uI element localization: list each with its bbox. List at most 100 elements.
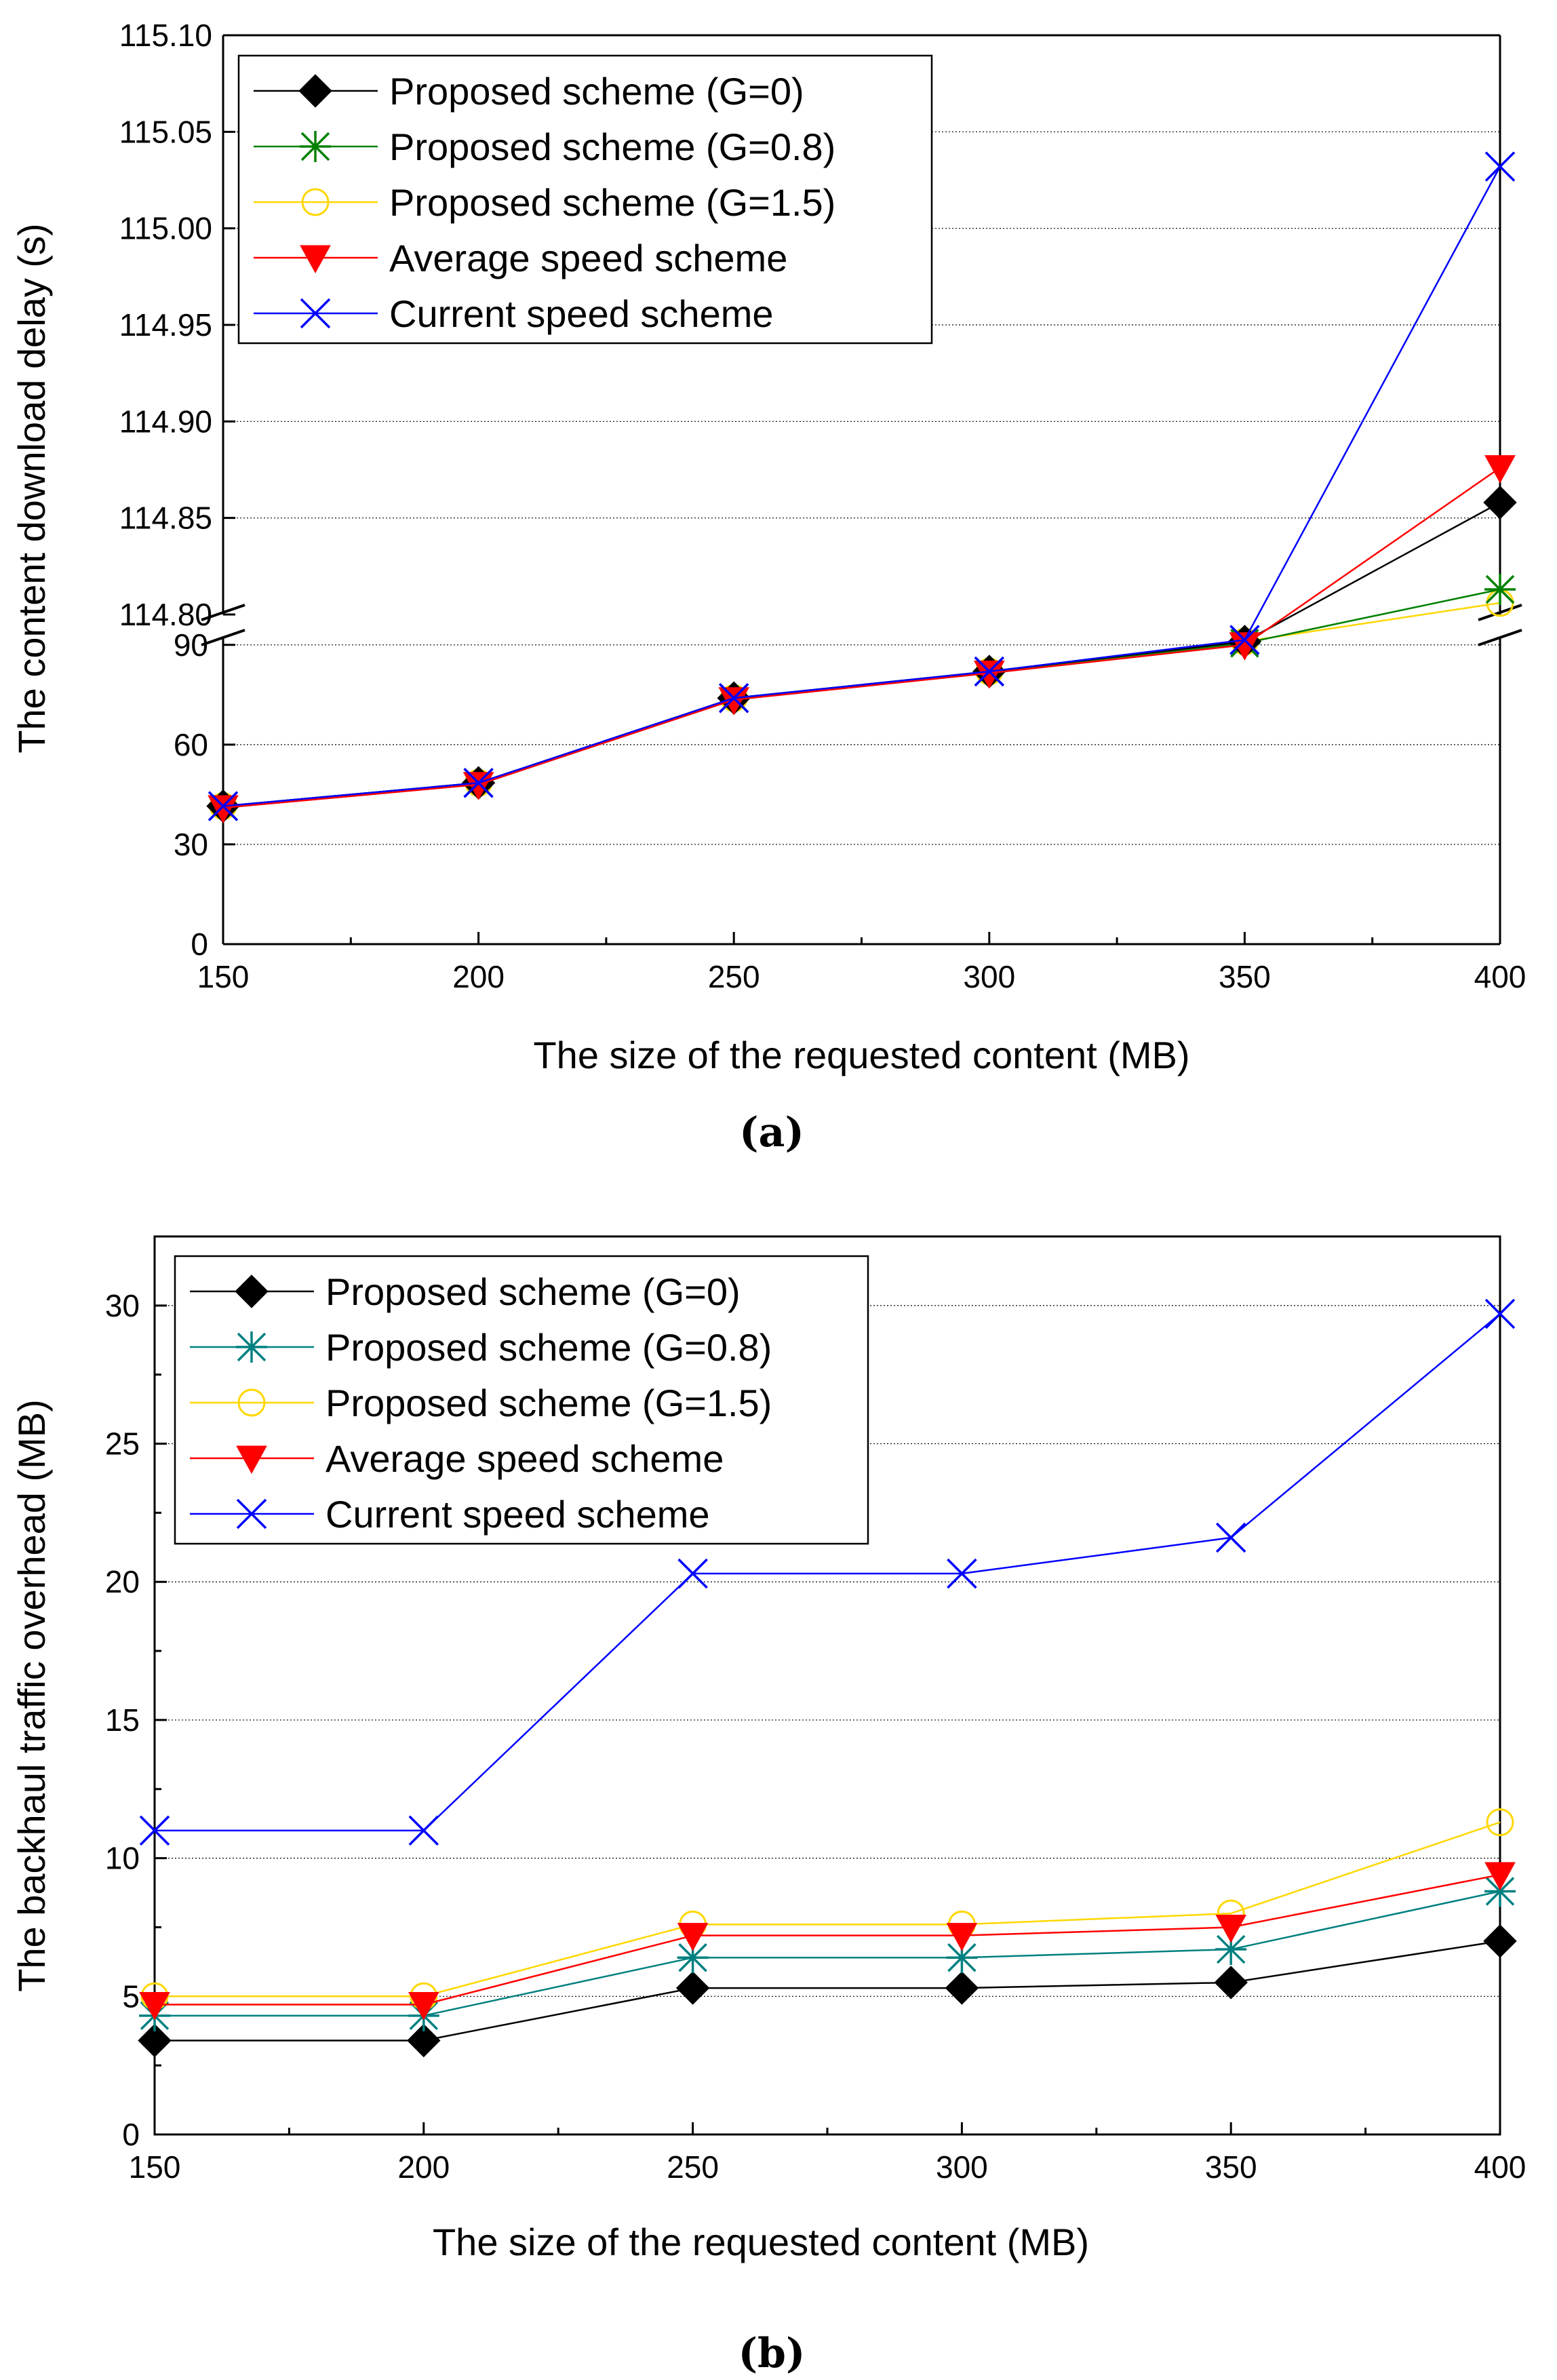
legend-label-average-speed: Average speed scheme (389, 237, 787, 279)
b-point-average-speed (677, 1923, 709, 1951)
legend-marker-current-speed (300, 298, 331, 329)
a-y-tick-label: 115.05 (119, 114, 212, 149)
b-x-axis-title: The size of the requested content (MB) (433, 2221, 1089, 2263)
chart-b: 0 5 10 15 20 25 30 150 200 250 300 350 400 The size o… (10, 1235, 1526, 2263)
a-series-line-proposed-g0 (222, 501, 1501, 807)
legend-marker-average-speed (300, 245, 331, 274)
legend-label-proposed-g0: Proposed scheme (G=0) (389, 70, 804, 113)
b-point-proposed-g0 (945, 1971, 979, 2005)
b-point-current-speed (677, 1558, 708, 1589)
b-x-tick-label: 200 (397, 2149, 450, 2185)
b-series-line-proposed-g15 (155, 1821, 1501, 1997)
legend-marker-proposed-g0 (235, 1274, 269, 1308)
b-point-proposed-g0 (1214, 1966, 1248, 1999)
b-point-average-speed (1215, 1914, 1247, 1943)
b-y-tick-label: 10 (105, 1841, 140, 1876)
b-y-tick-label: 0 (122, 2117, 140, 2152)
a-point-average-speed (462, 772, 494, 800)
legend-marker-proposed-g15 (237, 1388, 266, 1417)
a-point-current-speed (974, 656, 1005, 687)
b-point-proposed-g08 (946, 1942, 978, 1974)
a-x-tick-label: 300 (963, 959, 1015, 994)
a-y-tick-label: 0 (191, 926, 208, 962)
b-y-tick-label: 25 (105, 1426, 140, 1462)
b-point-proposed-g08 (1484, 1875, 1516, 1907)
b-point-proposed-g0 (138, 2023, 172, 2058)
a-series-line-proposed-g15 (222, 602, 1501, 807)
a-x-tick-label: 150 (197, 959, 250, 994)
b-point-average-speed (408, 1992, 439, 2021)
legend-label-proposed-g15: Proposed scheme (G=1.5) (389, 181, 835, 224)
a-x-tick-label: 250 (708, 959, 760, 994)
a-y-tick-label: 114.85 (119, 501, 212, 536)
a-y-tick-label: 115.00 (119, 211, 212, 246)
a-point-current-speed (718, 683, 749, 714)
caption-b: (b) (738, 2330, 806, 2377)
legend-label-average-speed: Average speed scheme (326, 1437, 724, 1480)
a-y-tick-label: 30 (174, 827, 208, 862)
legend-marker-average-speed (236, 1445, 267, 1475)
a-y-tick-label: 90 (174, 627, 208, 663)
a-point-current-speed (463, 768, 494, 798)
b-series-line-average-speed (155, 1873, 1501, 2006)
a-point-proposed-g0 (1483, 486, 1517, 520)
b-series-line-proposed-g08 (155, 1890, 1501, 2017)
a-series-line-proposed-g08 (222, 588, 1501, 807)
b-point-average-speed (139, 1992, 170, 2021)
legend-label-proposed-g08: Proposed scheme (G=0.8) (326, 1326, 772, 1369)
a-axis-break-mark (1478, 604, 1522, 646)
chart-a: 114.80 114.85 114.90 114.95 115.00 115.05 115.… (10, 18, 1526, 1076)
a-point-average-speed (1484, 455, 1516, 484)
legend-label-proposed-g15: Proposed scheme (G=1.5) (326, 1382, 772, 1424)
legend-marker-proposed-g08 (300, 131, 331, 162)
a-point-current-speed (208, 791, 239, 821)
a-point-average-speed (208, 795, 239, 824)
a-x-axis-title: The size of the requested content (MB) (533, 1034, 1189, 1076)
b-series-line-current-speed (155, 1313, 1501, 1832)
b-point-proposed-g0 (407, 2023, 441, 2058)
b-point-proposed-g08 (1215, 1934, 1247, 1966)
legend-marker-proposed-g15 (301, 188, 330, 216)
b-y-tick-label: 5 (122, 1978, 140, 2014)
a-y-axis-title: The content download delay (s) (10, 223, 53, 753)
a-point-average-speed (973, 660, 1005, 689)
a-point-current-speed (1229, 625, 1260, 655)
b-y-tick-label: 15 (105, 1702, 140, 1738)
b-point-proposed-g15 (1486, 1808, 1514, 1837)
legend-marker-proposed-g0 (298, 74, 332, 108)
b-point-current-speed (947, 1558, 977, 1589)
b-point-current-speed (139, 1815, 170, 1846)
a-x-tick-label: 350 (1219, 959, 1271, 994)
a-axis-break-mark (201, 604, 245, 646)
b-y-axis-title: The backhaul traffic overhead (MB) (10, 1399, 53, 1992)
legend-label-proposed-g08: Proposed scheme (G=0.8) (389, 125, 835, 168)
b-point-current-speed (1484, 1298, 1516, 1329)
caption-a: (a) (739, 1109, 804, 1156)
legend-box (174, 1255, 869, 1545)
b-point-average-speed (1484, 1862, 1516, 1891)
a-point-proposed-g08 (1484, 573, 1516, 605)
a-y-tick-label: 114.80 (119, 597, 212, 632)
b-point-current-speed (1215, 1522, 1246, 1553)
a-x-tick-label: 400 (1474, 959, 1526, 994)
a-y-tick-label: 114.90 (119, 404, 212, 439)
a-y-tick-label: 115.10 (119, 18, 212, 53)
legend-marker-proposed-g08 (236, 1331, 267, 1363)
a-series-line-average-speed (222, 467, 1501, 809)
b-point-average-speed (946, 1923, 978, 1951)
legend-label-current-speed: Current speed scheme (326, 1493, 710, 1536)
a-point-current-speed (1484, 151, 1516, 182)
b-x-tick-label: 400 (1474, 2149, 1526, 2185)
legend-label-current-speed: Current speed scheme (389, 292, 774, 335)
b-point-proposed-g0 (675, 1971, 710, 2005)
b-x-tick-label: 350 (1205, 2149, 1257, 2185)
b-y-tick-label: 30 (105, 1288, 140, 1323)
b-x-tick-label: 300 (936, 2149, 988, 2185)
a-y-tick-label: 114.95 (119, 307, 212, 343)
b-point-current-speed (408, 1815, 439, 1846)
b-x-tick-label: 250 (667, 2149, 719, 2185)
legend-label-proposed-g0: Proposed scheme (G=0) (326, 1270, 741, 1313)
a-series-line-current-speed (222, 165, 1501, 807)
a-y-tick-label: 60 (174, 727, 208, 762)
